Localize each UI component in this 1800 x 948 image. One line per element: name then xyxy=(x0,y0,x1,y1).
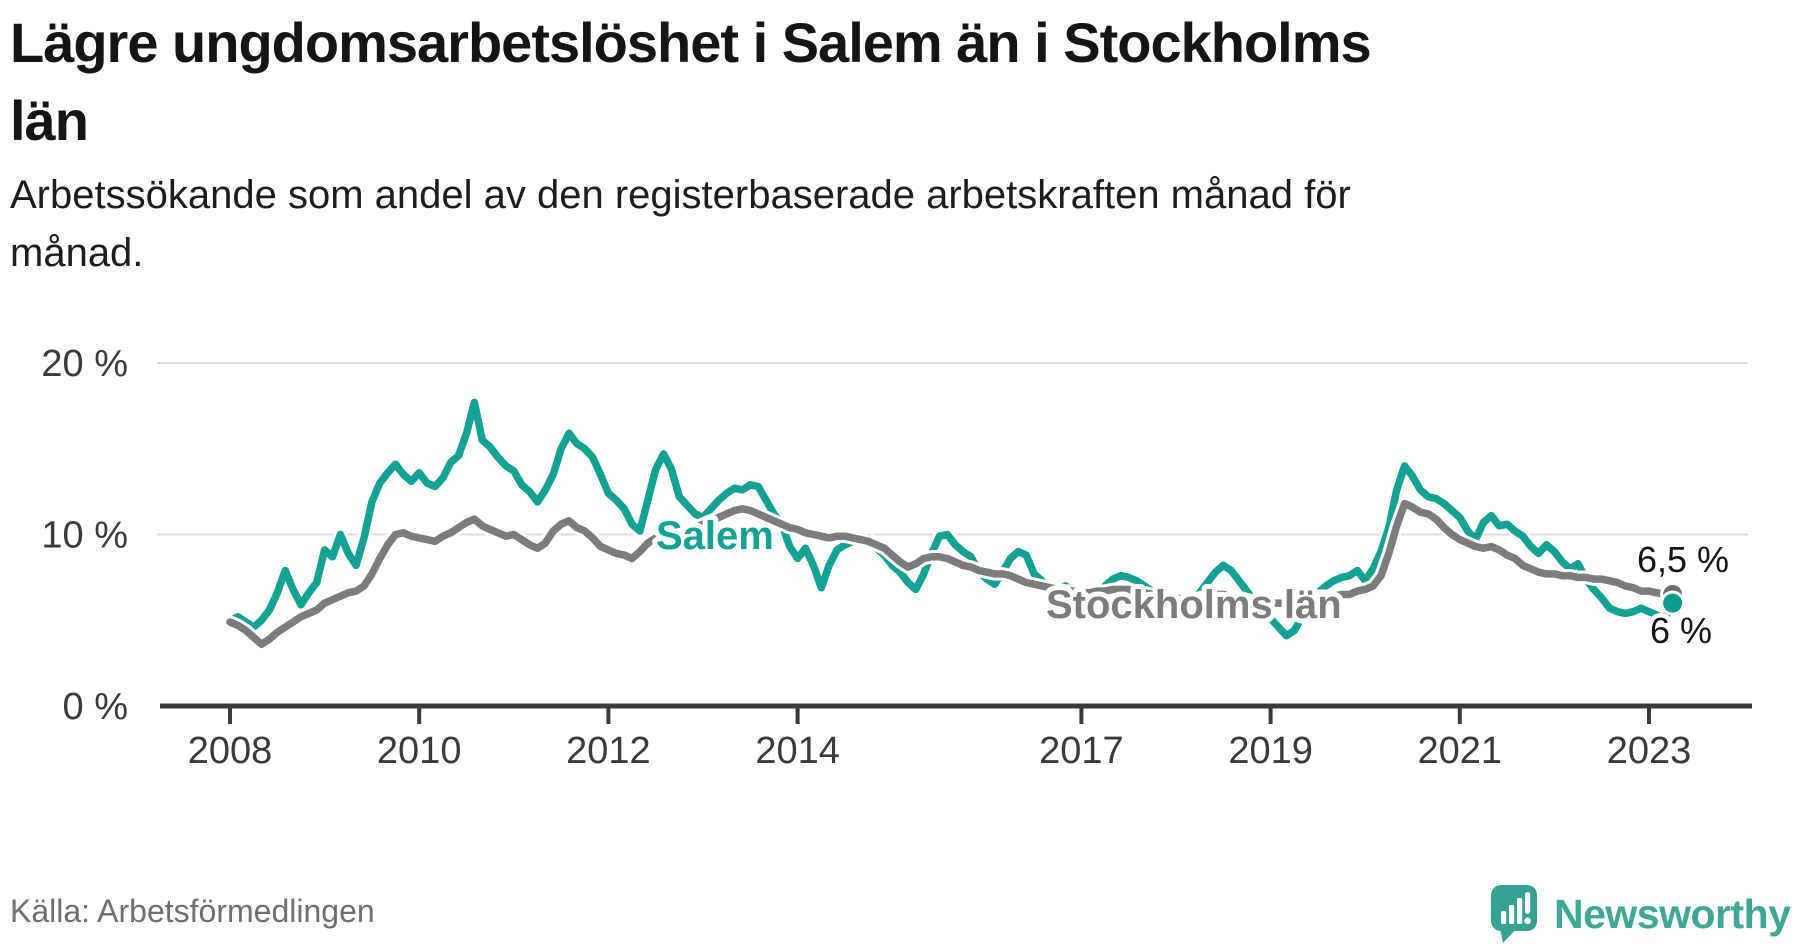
newsworthy-logo: Newsworthy xyxy=(1490,884,1791,946)
stockholms-l-n-series-label: Stockholms län xyxy=(1046,583,1342,627)
page-title: Lägre ungdomsarbetslöshet i Salem än i S… xyxy=(10,4,1730,160)
page-subtitle-line1: Arbetssökande som andel av den registerb… xyxy=(10,173,1351,217)
newsworthy-wordmark: Newsworthy xyxy=(1554,891,1791,937)
x-axis-label: 2019 xyxy=(1228,730,1313,772)
y-axis-label: 0 % xyxy=(63,686,128,728)
page-title-line2: län xyxy=(10,89,89,152)
x-axis-label: 2023 xyxy=(1607,730,1692,772)
y-axis-label: 10 % xyxy=(41,515,128,557)
salem-series-label: Salem xyxy=(656,514,774,558)
x-axis-label: 2017 xyxy=(1039,730,1124,772)
stockholms-l-n-line xyxy=(226,499,1677,649)
page-title-line1: Lägre ungdomsarbetslöshet i Salem än i S… xyxy=(10,11,1372,74)
x-axis-label: 2021 xyxy=(1418,730,1503,772)
page-subtitle: Arbetssökande som andel av den registerb… xyxy=(10,166,1510,282)
stockholms-l-n-end-value-label: 6,5 % xyxy=(1637,539,1729,580)
x-axis-label: 2012 xyxy=(566,730,651,772)
page-subtitle-line2: månad. xyxy=(10,231,144,275)
newsworthy-logo-icon xyxy=(1491,885,1537,943)
x-axis-label: 2014 xyxy=(755,730,840,772)
x-axis-label: 2008 xyxy=(188,730,273,772)
y-axis-label: 20 % xyxy=(41,343,128,385)
stockholms-l-n-line-halo xyxy=(223,496,1680,652)
salem-end-value-label: 6 % xyxy=(1650,610,1712,651)
salem-line xyxy=(226,398,1677,640)
salem-end-dot xyxy=(1663,593,1683,613)
x-axis-label: 2010 xyxy=(377,730,462,772)
source-note: Källa: Arbetsförmedlingen xyxy=(10,893,375,929)
